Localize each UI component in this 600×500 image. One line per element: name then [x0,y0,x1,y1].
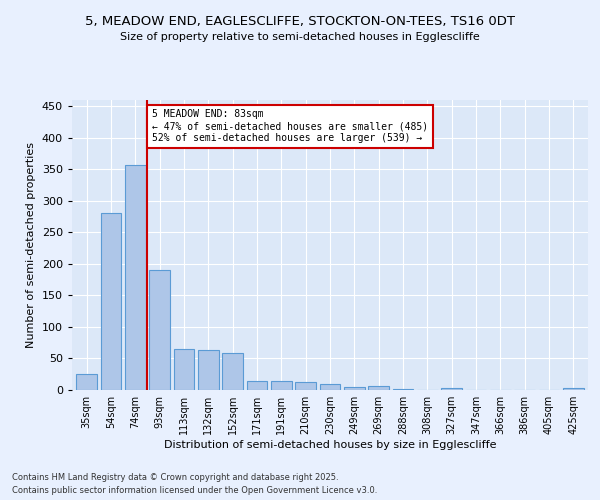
Y-axis label: Number of semi-detached properties: Number of semi-detached properties [26,142,36,348]
Bar [149,270,170,390]
Text: Size of property relative to semi-detached houses in Egglescliffe: Size of property relative to semi-detach… [120,32,480,42]
Bar [368,386,389,390]
Bar [222,353,243,390]
Bar [392,388,413,390]
Bar [344,387,365,390]
Bar [125,165,146,390]
X-axis label: Distribution of semi-detached houses by size in Egglescliffe: Distribution of semi-detached houses by … [164,440,496,450]
Bar [442,388,462,390]
Bar [271,381,292,390]
Text: Contains public sector information licensed under the Open Government Licence v3: Contains public sector information licen… [12,486,377,495]
Bar [173,349,194,390]
Bar [563,388,584,390]
Text: Contains HM Land Registry data © Crown copyright and database right 2025.: Contains HM Land Registry data © Crown c… [12,474,338,482]
Bar [76,374,97,390]
Bar [101,214,121,390]
Bar [247,381,268,390]
Text: 5, MEADOW END, EAGLESCLIFFE, STOCKTON-ON-TEES, TS16 0DT: 5, MEADOW END, EAGLESCLIFFE, STOCKTON-ON… [85,15,515,28]
Bar [320,384,340,390]
Bar [295,382,316,390]
Bar [198,350,218,390]
Text: 5 MEADOW END: 83sqm
← 47% of semi-detached houses are smaller (485)
52% of semi-: 5 MEADOW END: 83sqm ← 47% of semi-detach… [152,110,428,142]
